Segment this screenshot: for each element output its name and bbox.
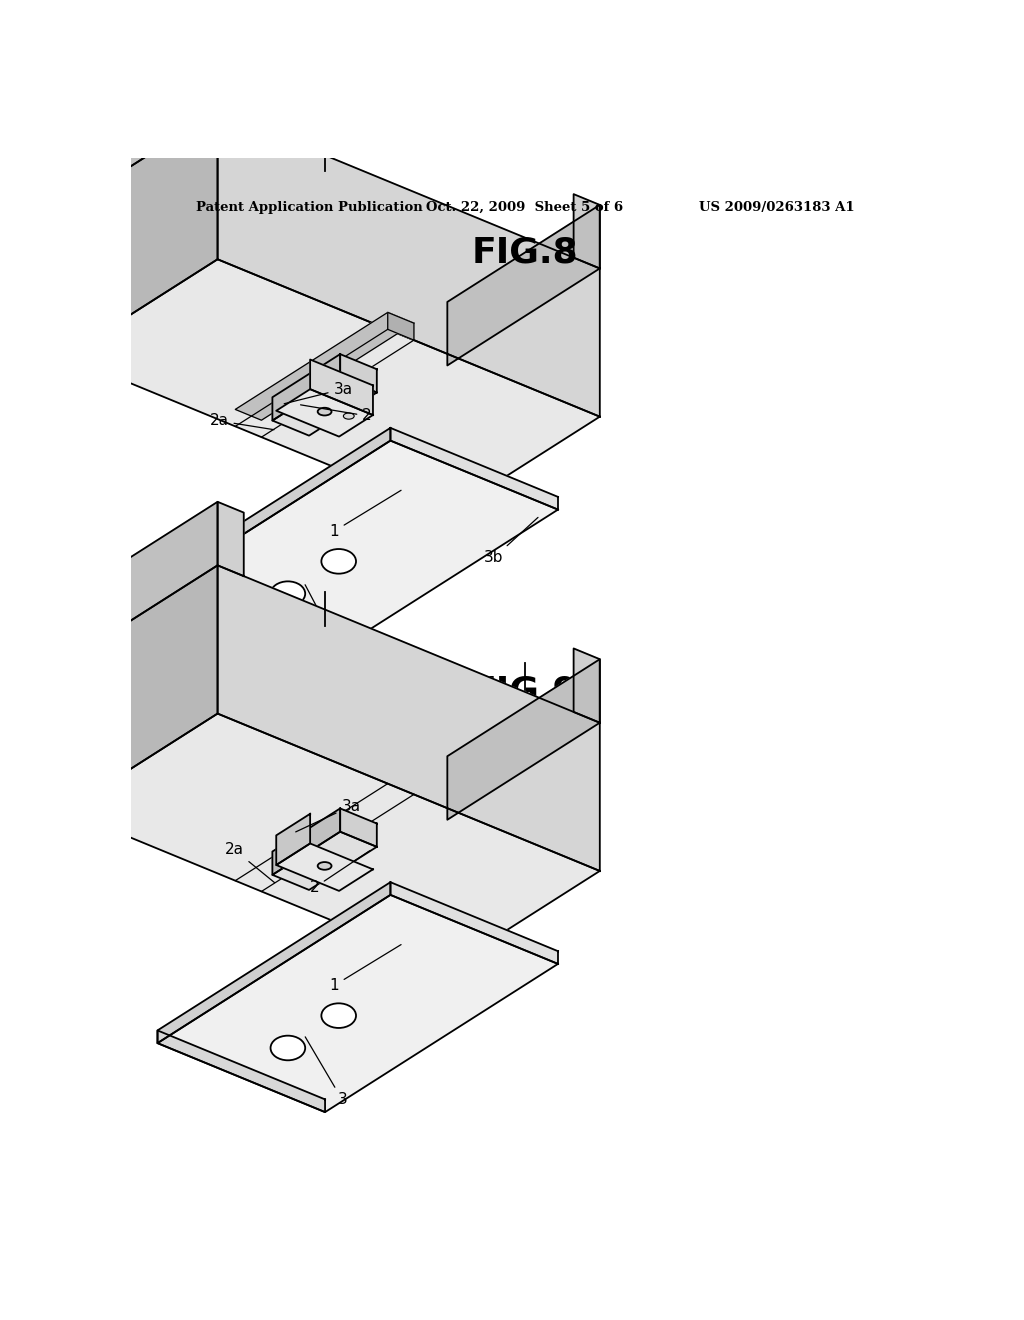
Text: 2: 2 <box>300 405 372 424</box>
Text: 2a: 2a <box>210 413 274 430</box>
Polygon shape <box>573 194 600 268</box>
Polygon shape <box>573 648 600 723</box>
Text: 3a: 3a <box>285 381 352 404</box>
Polygon shape <box>217 48 244 121</box>
Polygon shape <box>340 808 377 847</box>
Polygon shape <box>66 502 217 663</box>
Polygon shape <box>272 354 340 421</box>
Polygon shape <box>217 111 600 417</box>
Polygon shape <box>276 814 310 865</box>
Ellipse shape <box>270 1036 305 1060</box>
Polygon shape <box>276 843 373 891</box>
Polygon shape <box>272 832 377 890</box>
Polygon shape <box>158 882 390 1043</box>
Ellipse shape <box>317 408 332 416</box>
Text: Oct. 22, 2009  Sheet 5 of 6: Oct. 22, 2009 Sheet 5 of 6 <box>426 201 624 214</box>
Polygon shape <box>158 1031 325 1113</box>
Ellipse shape <box>322 549 356 574</box>
Text: 1: 1 <box>330 945 401 993</box>
Polygon shape <box>66 259 600 513</box>
Ellipse shape <box>322 1003 356 1028</box>
Polygon shape <box>447 205 600 366</box>
Text: 2a: 2a <box>225 842 274 883</box>
Text: 3a: 3a <box>296 799 360 832</box>
Text: FIG.8: FIG.8 <box>471 235 579 269</box>
Polygon shape <box>236 313 414 420</box>
Polygon shape <box>390 882 558 964</box>
Polygon shape <box>158 576 325 657</box>
Ellipse shape <box>270 581 305 606</box>
Text: 2: 2 <box>309 851 370 895</box>
Polygon shape <box>272 808 340 875</box>
Text: 3: 3 <box>305 585 347 663</box>
Text: 3b: 3b <box>484 517 538 565</box>
Polygon shape <box>66 714 600 968</box>
Polygon shape <box>158 441 558 657</box>
Text: 1: 1 <box>330 490 401 539</box>
Ellipse shape <box>317 862 332 870</box>
Polygon shape <box>158 895 558 1113</box>
Polygon shape <box>158 428 390 589</box>
Polygon shape <box>276 389 373 437</box>
Polygon shape <box>272 378 377 436</box>
Polygon shape <box>66 48 217 209</box>
Polygon shape <box>388 313 414 341</box>
Polygon shape <box>66 565 217 810</box>
Text: US 2009/0263183 A1: US 2009/0263183 A1 <box>698 201 854 214</box>
Polygon shape <box>340 354 377 392</box>
Text: FIG.9: FIG.9 <box>471 675 579 709</box>
Polygon shape <box>447 659 600 820</box>
Polygon shape <box>217 565 600 871</box>
Text: 3: 3 <box>305 1038 347 1107</box>
Ellipse shape <box>343 413 354 420</box>
Polygon shape <box>66 111 217 356</box>
Polygon shape <box>310 359 373 414</box>
Text: Patent Application Publication: Patent Application Publication <box>196 201 423 214</box>
Polygon shape <box>390 428 558 510</box>
Polygon shape <box>217 502 244 576</box>
